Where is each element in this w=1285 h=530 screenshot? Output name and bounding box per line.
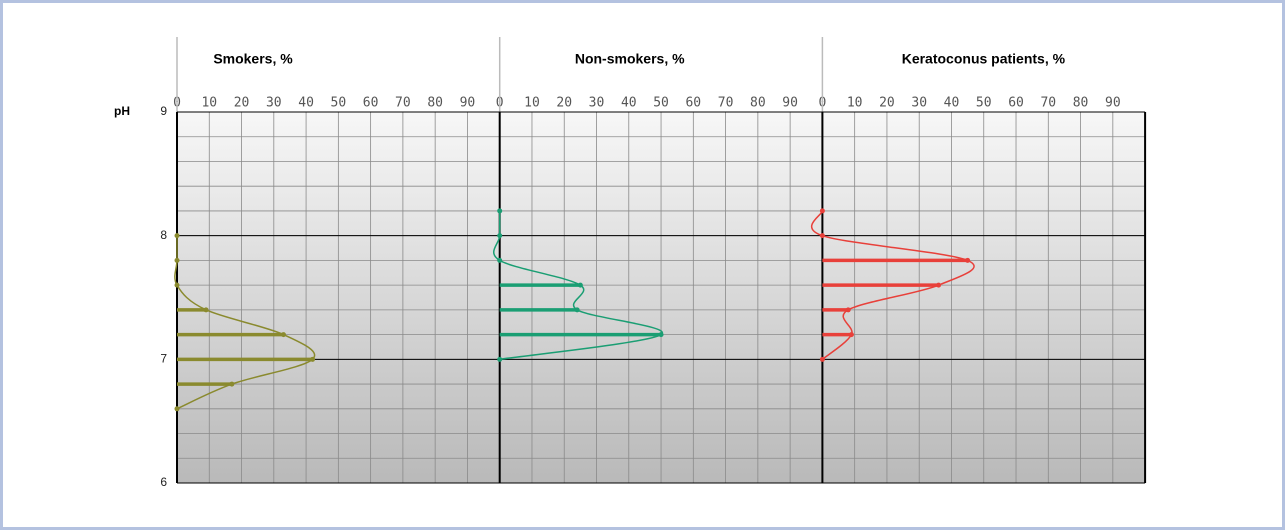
point — [174, 233, 180, 239]
y-tick-label: 6 — [160, 475, 167, 489]
panel-title: Non-smokers, % — [575, 51, 685, 67]
point — [658, 332, 664, 338]
x-tick-label: 40 — [944, 96, 960, 111]
x-tick-label: 60 — [685, 96, 701, 111]
point — [280, 332, 286, 338]
point — [819, 233, 825, 239]
point — [203, 307, 209, 313]
point — [174, 406, 180, 412]
point — [310, 356, 316, 362]
x-tick-label: 40 — [298, 96, 314, 111]
point — [229, 381, 235, 387]
y-tick-label: 9 — [160, 104, 167, 118]
y-axis-label: pH — [114, 104, 130, 118]
point — [497, 257, 503, 263]
point — [574, 307, 580, 313]
x-tick-label: 90 — [782, 96, 798, 111]
x-tick-label: 50 — [331, 96, 347, 111]
x-tick-label: 80 — [427, 96, 443, 111]
x-tick-label: 60 — [363, 96, 379, 111]
point — [936, 282, 942, 288]
x-tick-label: 60 — [1008, 96, 1024, 111]
x-tick-label: 50 — [653, 96, 669, 111]
curve — [174, 235, 316, 410]
panel-title: Keratoconus patients, % — [902, 51, 1066, 67]
y-tick-label: 7 — [160, 352, 167, 366]
x-tick-label: 20 — [234, 96, 250, 111]
y-tick-label: 8 — [160, 228, 167, 242]
x-tick-label: 70 — [395, 96, 411, 111]
point — [845, 307, 851, 313]
x-tick-label: 40 — [621, 96, 637, 111]
x-tick-label: 10 — [524, 96, 540, 111]
point — [174, 282, 180, 288]
x-tick-label: 90 — [1105, 96, 1121, 111]
x-tick-label: 70 — [1040, 96, 1056, 111]
x-tick-label: 10 — [201, 96, 217, 111]
x-tick-label: 90 — [460, 96, 476, 111]
point — [497, 233, 503, 239]
point — [819, 356, 825, 362]
point — [497, 356, 503, 362]
x-tick-label: 30 — [911, 96, 927, 111]
point — [577, 282, 583, 288]
x-tick-label: 30 — [266, 96, 282, 111]
x-tick-label: 20 — [879, 96, 895, 111]
panel-title: Smokers, % — [213, 51, 293, 67]
x-tick-label: 10 — [847, 96, 863, 111]
point — [819, 208, 825, 214]
x-tick-label: 30 — [589, 96, 605, 111]
x-tick-label: 20 — [556, 96, 572, 111]
x-tick-label: 50 — [976, 96, 992, 111]
x-tick-label: 80 — [750, 96, 766, 111]
point — [848, 332, 854, 338]
point — [174, 257, 180, 263]
x-tick-label: 80 — [1073, 96, 1089, 111]
x-tick-label: 70 — [718, 96, 734, 111]
point — [965, 257, 971, 263]
point — [497, 208, 503, 214]
